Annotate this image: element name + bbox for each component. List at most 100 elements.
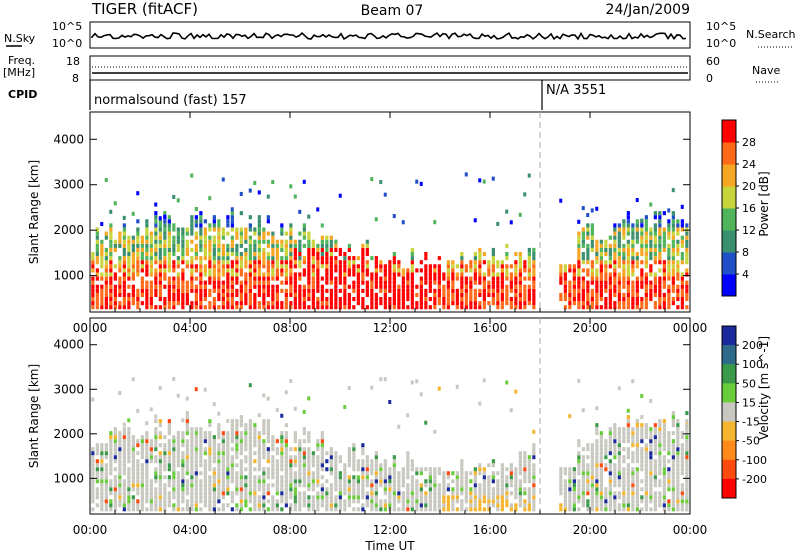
data-cell — [298, 439, 302, 444]
data-cell — [658, 219, 662, 224]
data-cell — [509, 288, 513, 293]
data-cell — [284, 256, 288, 261]
data-cell — [275, 487, 279, 492]
data-cell — [680, 431, 684, 436]
data-cell — [433, 475, 437, 480]
data-cell — [118, 499, 122, 504]
data-cell — [527, 301, 531, 306]
data-cell — [185, 231, 189, 236]
data-cell — [118, 268, 122, 273]
data-cell — [523, 475, 527, 480]
data-cell — [343, 475, 347, 480]
data-cell — [145, 475, 149, 480]
data-cell — [617, 463, 621, 468]
data-cell — [500, 297, 504, 302]
data-cell — [595, 443, 599, 448]
data-cell — [662, 439, 666, 444]
data-cell — [577, 247, 581, 252]
data-cell — [532, 292, 536, 297]
data-cell — [379, 499, 383, 504]
data-cell — [212, 495, 216, 500]
data-cell — [145, 421, 149, 426]
data-cell — [226, 471, 230, 476]
data-cell — [158, 305, 162, 310]
data-cell — [617, 276, 621, 281]
data-cell — [266, 499, 270, 504]
data-cell — [235, 419, 239, 424]
data-cell — [424, 503, 428, 508]
data-cell — [388, 272, 392, 277]
data-cell — [221, 443, 225, 448]
data-cell — [140, 268, 144, 273]
data-cell — [221, 284, 225, 289]
data-cell — [145, 288, 149, 293]
data-cell — [95, 463, 99, 468]
data-cell — [491, 495, 495, 500]
data-cell — [289, 227, 293, 232]
data-cell — [455, 297, 459, 302]
data-cell — [203, 227, 207, 232]
data-cell — [284, 487, 288, 492]
data-cell — [221, 235, 225, 240]
data-cell — [104, 292, 108, 297]
data-cell — [325, 243, 329, 248]
data-cell — [532, 272, 536, 277]
data-cell — [644, 455, 648, 460]
data-cell — [136, 305, 140, 310]
data-cell — [676, 495, 680, 500]
data-cell — [230, 471, 234, 476]
data-cell — [118, 280, 122, 285]
data-cell — [347, 264, 351, 269]
data-cell — [172, 247, 176, 252]
data-cell — [104, 479, 108, 484]
data-cell — [217, 487, 221, 492]
data-cell — [289, 288, 293, 293]
data-cell — [221, 463, 225, 468]
data-cell — [293, 301, 297, 306]
data-cell — [455, 384, 459, 389]
data-cell — [289, 467, 293, 472]
data-cell — [658, 459, 662, 464]
data-cell — [248, 239, 252, 244]
data-cell — [293, 239, 297, 244]
data-cell — [100, 247, 104, 252]
data-cell — [302, 431, 306, 436]
data-cell — [671, 264, 675, 269]
data-cell — [230, 423, 234, 428]
data-cell — [568, 284, 572, 289]
data-cell — [131, 507, 135, 512]
data-cell — [649, 447, 653, 452]
data-cell — [158, 276, 162, 281]
data-cell — [298, 447, 302, 452]
data-cell — [194, 284, 198, 289]
data-cell — [244, 276, 248, 281]
data-cell — [397, 424, 401, 429]
data-cell — [329, 499, 333, 504]
data-cell — [644, 297, 648, 302]
data-cell — [113, 284, 117, 289]
data-cell — [608, 479, 612, 484]
data-cell — [302, 235, 306, 240]
data-cell — [289, 247, 293, 252]
data-cell — [460, 301, 464, 306]
data-cell — [532, 479, 536, 484]
data-cell — [361, 297, 365, 302]
data-cell — [118, 487, 122, 492]
data-cell — [446, 495, 450, 500]
data-cell — [181, 268, 185, 273]
data-cell — [685, 268, 689, 273]
data-cell — [406, 503, 410, 508]
data-cell — [617, 479, 621, 484]
data-cell — [176, 503, 180, 508]
data-cell — [302, 499, 306, 504]
data-cell — [343, 280, 347, 285]
data-cell — [460, 288, 464, 293]
data-cell — [329, 264, 333, 269]
data-cell — [266, 272, 270, 277]
data-cell — [532, 467, 536, 472]
data-cell — [194, 292, 198, 297]
data-cell — [685, 272, 689, 277]
data-cell — [185, 243, 189, 248]
data-cell — [253, 252, 257, 257]
data-cell — [523, 463, 527, 468]
